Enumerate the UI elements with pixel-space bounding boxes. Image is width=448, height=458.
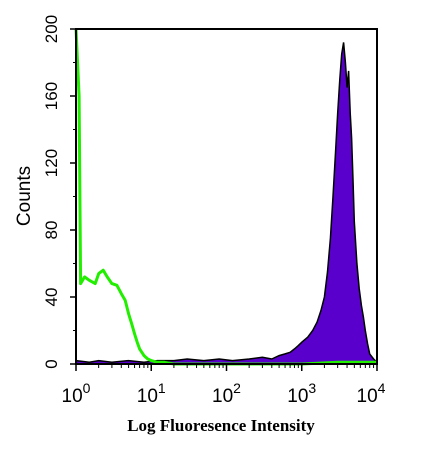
x-tick-label: 100 bbox=[62, 380, 91, 407]
x-tick-label: 101 bbox=[137, 380, 166, 407]
x-tick-label: 104 bbox=[357, 380, 386, 407]
x-tick-label: 103 bbox=[287, 380, 316, 407]
y-axis: 0 40 80 120 160 200 bbox=[42, 15, 76, 369]
y-tick-label: 0 bbox=[42, 359, 61, 368]
y-axis-label: Counts bbox=[14, 166, 35, 226]
series-layer bbox=[74, 28, 378, 366]
sample-histogram-area bbox=[75, 42, 378, 365]
y-tick-label: 40 bbox=[42, 288, 61, 307]
x-axis: 100 101 102 103 104 bbox=[62, 364, 386, 407]
x-tick-label: 102 bbox=[212, 380, 241, 407]
y-tick-label: 200 bbox=[42, 15, 61, 43]
y-tick-label: 160 bbox=[42, 82, 61, 110]
x-axis-label: Log Fluoresence Intensity bbox=[127, 416, 315, 435]
y-tick-label: 80 bbox=[42, 221, 61, 240]
y-tick-label: 120 bbox=[42, 149, 61, 177]
